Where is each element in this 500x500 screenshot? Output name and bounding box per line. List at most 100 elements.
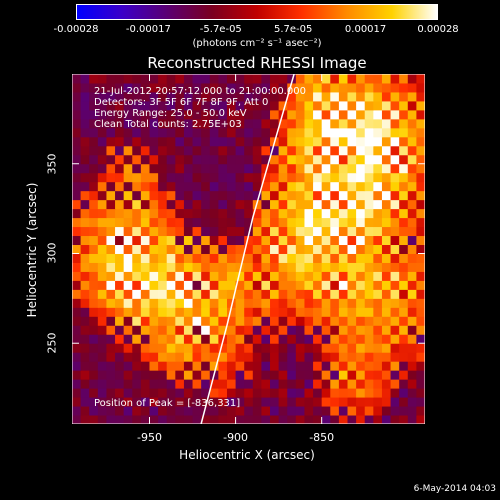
heatmap-cell xyxy=(132,370,142,380)
heatmap-cell xyxy=(115,190,125,201)
heatmap-cell xyxy=(330,91,340,102)
heatmap-cell xyxy=(106,127,116,138)
heatmap-cell xyxy=(295,244,305,254)
heatmap-cell xyxy=(416,325,425,335)
colorbar xyxy=(76,4,438,20)
heatmap-cell xyxy=(218,253,228,263)
heatmap-cell xyxy=(201,118,211,129)
heatmap-cell xyxy=(287,109,297,120)
heatmap-cell xyxy=(140,316,150,326)
heatmap-cell xyxy=(287,271,297,281)
heatmap-cell xyxy=(80,253,90,263)
heatmap-cell xyxy=(278,307,288,317)
heatmap-cell xyxy=(183,397,194,407)
heatmap-cell xyxy=(416,100,425,111)
heatmap-cell xyxy=(80,325,90,335)
heatmap-cell xyxy=(330,145,340,156)
heatmap-cell xyxy=(261,370,271,380)
heatmap-cell xyxy=(244,253,254,263)
heatmap-cell xyxy=(209,361,219,371)
heatmap-cell xyxy=(364,334,374,344)
heatmap-cell xyxy=(149,163,159,174)
heatmap-cell xyxy=(278,145,288,156)
heatmap-cell xyxy=(218,316,228,326)
heatmap-cell xyxy=(330,397,340,407)
heatmap-cell xyxy=(364,298,374,308)
heatmap-cell xyxy=(270,91,280,102)
heatmap-cell xyxy=(278,361,288,371)
heatmap-cell xyxy=(356,199,366,210)
heatmap-cell xyxy=(416,415,425,424)
heatmap-cell xyxy=(390,181,400,192)
heatmap-cell xyxy=(226,397,237,407)
heatmap-cell xyxy=(106,100,116,111)
heatmap-cell xyxy=(304,307,314,317)
heatmap-cell xyxy=(123,91,133,102)
heatmap-cell xyxy=(373,74,383,84)
heatmap-cell xyxy=(287,280,297,290)
heatmap-cell xyxy=(364,226,374,237)
heatmap-cell xyxy=(192,253,202,263)
heatmap-cell xyxy=(97,280,107,290)
heatmap-cell xyxy=(123,397,133,407)
heatmap-cell xyxy=(407,109,417,120)
heatmap-cell xyxy=(192,190,202,201)
heatmap-cell xyxy=(295,172,305,183)
heatmap-cell xyxy=(399,271,409,281)
heatmap-cell xyxy=(252,190,262,201)
heatmap-cell xyxy=(356,136,366,147)
heatmap-cell xyxy=(407,217,417,228)
heatmap-cell xyxy=(338,271,349,281)
heatmap-cell xyxy=(373,352,383,362)
heatmap-cell xyxy=(304,136,314,147)
heatmap-cell xyxy=(97,190,107,201)
heatmap-cell xyxy=(373,379,383,389)
heatmap-cell xyxy=(261,127,271,138)
heatmap-cell xyxy=(218,370,228,380)
heatmap-cell xyxy=(201,280,211,290)
heatmap-cell xyxy=(347,334,357,344)
heatmap-cell xyxy=(183,172,194,183)
heatmap-cell xyxy=(218,397,228,407)
heatmap-cell xyxy=(381,82,392,93)
heatmap-cell xyxy=(399,307,409,317)
heatmap-cell xyxy=(399,352,409,362)
heatmap-cell xyxy=(89,334,99,344)
heatmap-cell xyxy=(140,415,150,424)
heatmap-cell xyxy=(218,298,228,308)
heatmap-cells xyxy=(72,74,425,424)
heatmap-cell xyxy=(115,217,125,228)
heatmap-cell xyxy=(390,226,400,237)
colorbar-tick-label: -0.00028 xyxy=(53,24,99,35)
heatmap-cell xyxy=(201,289,211,299)
heatmap-cell xyxy=(399,235,409,246)
heatmap-cell xyxy=(381,217,392,228)
heatmap-cell xyxy=(278,199,288,210)
y-tick-label: 300 xyxy=(45,242,59,264)
heatmap-cell xyxy=(399,172,409,183)
heatmap-cell xyxy=(158,271,168,281)
heatmap-cell xyxy=(97,154,107,165)
heatmap-cell xyxy=(295,163,305,174)
heatmap-cell xyxy=(295,235,305,246)
heatmap-cell xyxy=(72,244,82,254)
heatmap-cell xyxy=(72,334,82,344)
heatmap-cell xyxy=(226,136,237,147)
heatmap-cell xyxy=(416,208,425,219)
heatmap-cell xyxy=(132,217,142,228)
heatmap-cell xyxy=(166,253,176,263)
heatmap-cell xyxy=(235,397,245,407)
heatmap-cell xyxy=(132,316,142,326)
heatmap-cell xyxy=(106,163,116,174)
heatmap-cell xyxy=(356,343,366,353)
heatmap-cell xyxy=(261,208,271,219)
heatmap-cell xyxy=(313,199,323,210)
heatmap-cell xyxy=(321,226,331,237)
heatmap-cell xyxy=(201,406,211,416)
heatmap-cell xyxy=(183,74,194,84)
heatmap-cell xyxy=(192,199,202,210)
heatmap-cell xyxy=(321,388,331,398)
heatmap-cell xyxy=(166,145,176,156)
heatmap-cell xyxy=(166,370,176,380)
heatmap-cell xyxy=(235,199,245,210)
